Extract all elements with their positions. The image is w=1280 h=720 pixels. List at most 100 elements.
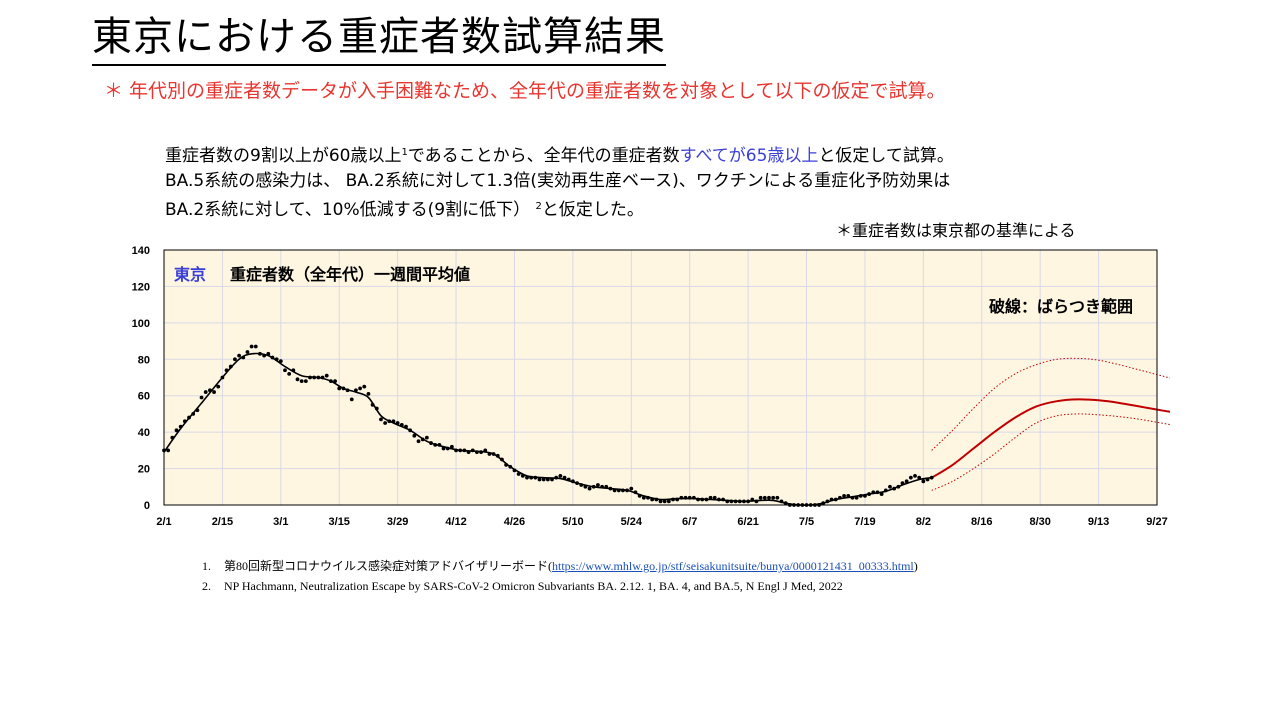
x-tick-label: 3/29 — [387, 516, 408, 528]
chart-title: 重症者数（全年代）一週間平均値 — [230, 265, 470, 284]
observed-point — [212, 390, 216, 394]
assumption-paragraph: 重症者数の9割以上が60歳以上1であることから、全年代の重症者数すべてが65歳以… — [165, 140, 1165, 223]
y-tick-label: 20 — [138, 464, 150, 476]
plot-border — [163, 249, 1158, 506]
observed-point — [412, 433, 417, 438]
observed-point — [658, 499, 663, 504]
x-tick-label: 8/16 — [971, 516, 992, 528]
x-tick-label: 8/30 — [1029, 516, 1050, 528]
x-tick-label: 3/15 — [329, 516, 350, 528]
observed-point — [362, 384, 367, 389]
assumption-line-3: BA.2系統に対して、10%低減する(9割に低下） 2と仮定した。 — [165, 194, 1165, 223]
observed-point — [558, 473, 563, 478]
observed-point — [237, 353, 242, 358]
page-title: 東京における重症者数試算結果 — [92, 10, 666, 66]
range-upper-dashed-line — [931, 357, 1170, 451]
y-tick-label: 0 — [144, 500, 150, 512]
x-tick-label: 8/2 — [916, 516, 931, 528]
observed-point — [596, 483, 600, 487]
y-tick-label: 120 — [132, 281, 150, 293]
page-subtitle: ＊ 年代別の重症者数データが入手困難なため、全年代の重症者数を対象として以下の仮… — [104, 80, 946, 102]
x-axis: 2/1 2/15 3/1 3/15 3/29 4/12 4/26 5/10 5/24 6/7 6/2… — [156, 516, 1167, 528]
observed-point — [921, 479, 926, 484]
reference-tail: ) — [913, 559, 918, 573]
observed-point — [358, 386, 362, 391]
observed-point — [299, 379, 304, 384]
reference-number: 1. — [202, 559, 211, 573]
observed-point — [253, 344, 258, 349]
range-annotation: 破線：ばらつき範囲 — [989, 297, 1133, 316]
x-tick-label: 2/15 — [212, 516, 233, 528]
y-tick-label: 140 — [132, 245, 150, 257]
reference-text: 第80回新型コロナウイルス感染症対策アドバイザリーボード( — [224, 559, 552, 573]
x-tick-label: 4/12 — [445, 516, 466, 528]
x-tick-label: 9/27 — [1146, 516, 1167, 528]
reference-text: NP Hachmann, Neutralization Escape by SA… — [224, 579, 843, 593]
plot-area — [164, 250, 1157, 505]
observed-point — [366, 391, 371, 396]
observed-point — [203, 390, 208, 394]
line1-text-a: 重症者数の9割以上が60歳以上 — [165, 146, 402, 166]
observed-point — [174, 428, 179, 433]
severe-cases-chart: 0 20 40 60 80 100 120 140 2/1 2/15 3/1 3/15 3/29 4/1… — [132, 245, 1170, 528]
observed-point — [303, 379, 308, 384]
x-tick-label: 4/26 — [504, 516, 525, 528]
line1-text-c: と仮定して試算。 — [818, 146, 954, 166]
observed-point — [278, 359, 283, 364]
observed-point — [424, 435, 429, 440]
footnote-ref-1: 1 — [401, 147, 408, 158]
observed-point — [166, 448, 171, 453]
observed-point — [199, 395, 204, 400]
observed-point — [666, 499, 671, 504]
projection-line — [931, 398, 1170, 479]
y-axis: 0 20 40 60 80 100 120 140 — [132, 245, 150, 512]
references: 1. 第80回新型コロナウイルス感染症対策アドバイザリーボード(https://w… — [202, 556, 918, 596]
x-tick-label: 5/24 — [621, 516, 643, 528]
x-tick-label: 7/19 — [854, 516, 875, 528]
observed-point — [233, 357, 237, 362]
y-tick-label: 40 — [138, 427, 150, 439]
observed-point — [767, 495, 771, 500]
reference-link[interactable]: https://www.mhlw.go.jp/stf/seisakunitsui… — [552, 559, 914, 573]
x-tick-label: 9/13 — [1088, 516, 1109, 528]
x-tick-label: 6/7 — [682, 516, 697, 528]
observed-point — [383, 421, 388, 425]
observed-point — [587, 486, 592, 491]
line3-text-b: と仮定した。 — [541, 200, 644, 220]
x-tick-label: 7/5 — [799, 516, 814, 528]
observed-point — [349, 397, 354, 402]
x-tick-label: 3/1 — [273, 516, 288, 528]
observed-point — [537, 477, 542, 482]
reference-1: 1. 第80回新型コロナウイルス感染症対策アドバイザリーボード(https://w… — [202, 556, 918, 576]
observed-point — [416, 439, 421, 444]
criteria-note: ＊重症者数は東京都の基準による — [836, 221, 1076, 240]
y-tick-label: 60 — [138, 391, 150, 403]
observed-point — [449, 444, 454, 449]
x-tick-label: 5/10 — [562, 516, 583, 528]
observed-point — [775, 495, 780, 500]
observed-point — [842, 493, 846, 498]
observed-point — [295, 377, 300, 382]
observed-point — [662, 499, 667, 504]
observed-point — [771, 495, 776, 500]
observed-point — [216, 384, 221, 389]
observed-point — [287, 371, 292, 376]
observed-point — [888, 484, 892, 489]
observed-point — [904, 479, 909, 484]
assumption-line-1: 重症者数の9割以上が60歳以上1であることから、全年代の重症者数すべてが65歳以… — [165, 140, 1165, 169]
observed-point — [913, 473, 917, 478]
y-tick-label: 100 — [132, 318, 150, 330]
chart-title-prefix: 東京 — [174, 265, 206, 284]
observed-point — [283, 368, 287, 373]
x-tick-label: 6/21 — [737, 516, 758, 528]
y-tick-label: 80 — [138, 354, 150, 366]
observed-point — [629, 486, 634, 491]
observed-point — [929, 475, 934, 480]
reference-2: 2. NP Hachmann, Neutralization Escape by … — [202, 576, 918, 596]
x-tick-label: 2/1 — [156, 516, 171, 528]
observed-point — [762, 495, 767, 500]
line1-highlight: すべてが65歳以上 — [679, 146, 819, 166]
observed-point — [249, 344, 254, 349]
grid-lines — [164, 249, 1158, 506]
observed-point — [379, 417, 383, 422]
